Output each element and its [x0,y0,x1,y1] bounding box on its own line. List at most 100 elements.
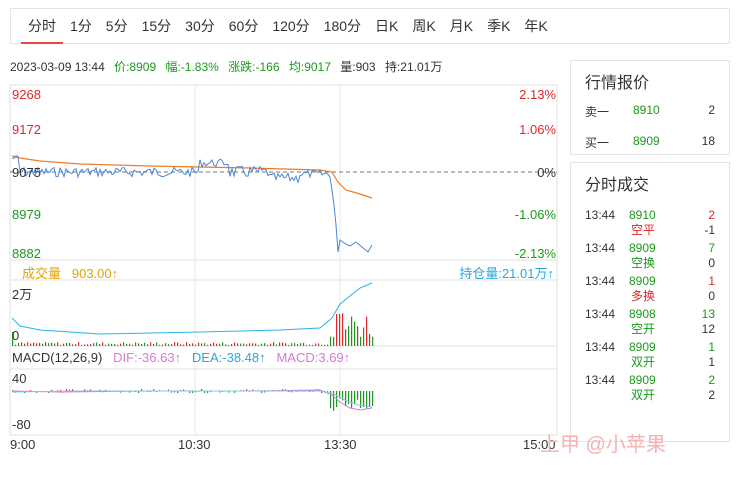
volume-bar [237,343,239,346]
tab-4[interactable]: 30分 [185,18,215,34]
macd-bar [246,389,248,391]
hold-label-row: 持仓量:21.01万↑ [459,263,554,282]
quote-info-bar: 2023-03-09 13:44 价:8909 幅:-1.83% 涨跌:-166… [10,58,448,75]
macd-bar [234,391,236,393]
volume-bar [189,343,191,346]
volume-bar [270,343,272,346]
open-interest-line [11,282,373,335]
volume-bar [318,343,320,346]
volume-bar [144,342,146,346]
macd-bar [138,391,140,393]
volume-bar [33,342,35,346]
macd-bar [369,391,371,407]
macd-bar [195,391,197,393]
volume-bar [78,342,80,346]
trade-row: 13:44 8909 2 [571,372,729,388]
macd-bar [90,389,92,391]
macd-bar [30,390,32,391]
tab-11[interactable]: 季K [487,18,511,34]
volume-bar [63,343,65,346]
trade-type: 多换 [631,289,656,303]
macd-bar [360,391,362,408]
quote-panel: 行情报价 卖一 8910 2 买一 8909 18 [570,60,730,155]
volume-bar [294,343,296,346]
price-tick-2: 9172 [12,122,41,137]
pct-tick-1: 2.13% [519,87,556,102]
pct-tick-4: -1.06% [514,207,556,222]
macd-bar [84,389,86,391]
macd-bar [204,391,206,393]
volume-bar [249,343,251,346]
trade-volume: 1 [708,274,715,288]
volume-bar [72,344,74,346]
volume-bar [24,343,26,346]
volume-bar [369,333,371,346]
volume-bar [279,342,281,346]
trade-time: 13:44 [585,373,616,387]
macd-bar [51,389,53,391]
buy-price: 8909 [633,134,660,148]
macd-bar [141,389,143,391]
trade-oi-delta: 0 [708,256,715,270]
macd-bar [72,389,74,391]
tab-1[interactable]: 1分 [70,18,92,34]
volume-bar [204,343,206,346]
tab-5[interactable]: 60分 [228,18,259,34]
volume-bar [312,344,314,346]
price-line [11,155,373,253]
time-tick-3: 13:30 [324,437,357,452]
volume-bar [51,342,53,346]
macd-axis-bottom: -80 [12,417,31,432]
volume-bar [165,343,167,346]
volume: 量:903 [340,60,376,74]
tab-8[interactable]: 日K [375,18,399,34]
volume-bar [354,321,356,346]
watermark: 上甲 @小苹果 [540,434,666,456]
intraday-chart[interactable] [0,0,560,478]
macd-bar [174,391,176,393]
volume-bar [339,314,341,346]
sell-one-row: 卖一 8910 2 [571,103,729,120]
macd-bar [192,391,194,393]
volume-bar [111,343,113,346]
volume-bar [183,344,185,346]
volume-bar [21,342,23,346]
tab-9[interactable]: 周K [412,18,436,34]
volume-bar [126,343,128,346]
volume-bar [93,343,95,346]
volume-bar [168,344,170,346]
volume-bar [87,344,89,346]
dif-arrow-icon: ↑ [174,350,182,365]
trade-volume: 2 [708,208,715,222]
trade-price: 8909 [629,373,656,387]
trade-type: 空换 [631,256,656,270]
dea-line [11,390,373,408]
tab-6[interactable]: 120分 [272,18,310,34]
buy-one-row: 买一 8909 18 [571,134,729,151]
macd-bar [150,391,152,393]
volume-label-row: 成交量 903.00↑ [22,263,118,282]
tab-0[interactable]: 分时 [21,8,63,44]
volume-bar [195,344,197,346]
macd-label-row: MACD(12,26,9) DIF:-36.63↑ DEA:-38.48↑ MA… [12,350,350,365]
tab-3[interactable]: 15分 [141,18,172,34]
volume-bar [330,336,332,346]
tab-10[interactable]: 月K [449,18,474,34]
trade-volume: 1 [708,340,715,354]
trade-oi-delta: 12 [701,322,715,336]
tab-12[interactable]: 年K [524,18,548,34]
macd-title: MACD(12,26,9) [12,350,103,365]
volume-bar [342,313,344,346]
volume-bar [297,344,299,346]
trades-panel[interactable]: 分时成交 13:44 8910 2 空平 -1 13:44 8909 7 空换 0 13:44 890… [570,162,730,442]
trade-detail-row: 多换 0 [571,289,729,306]
trade-price: 8909 [629,241,656,255]
volume-bar [114,344,116,346]
tab-2[interactable]: 5分 [105,18,128,34]
volume-bar [327,344,329,346]
tab-7[interactable]: 180分 [323,18,362,34]
quote-title: 行情报价 [585,75,650,92]
trade-oi-delta: 1 [708,355,715,369]
trade-volume: 2 [708,373,715,387]
volume-bar [225,344,227,346]
